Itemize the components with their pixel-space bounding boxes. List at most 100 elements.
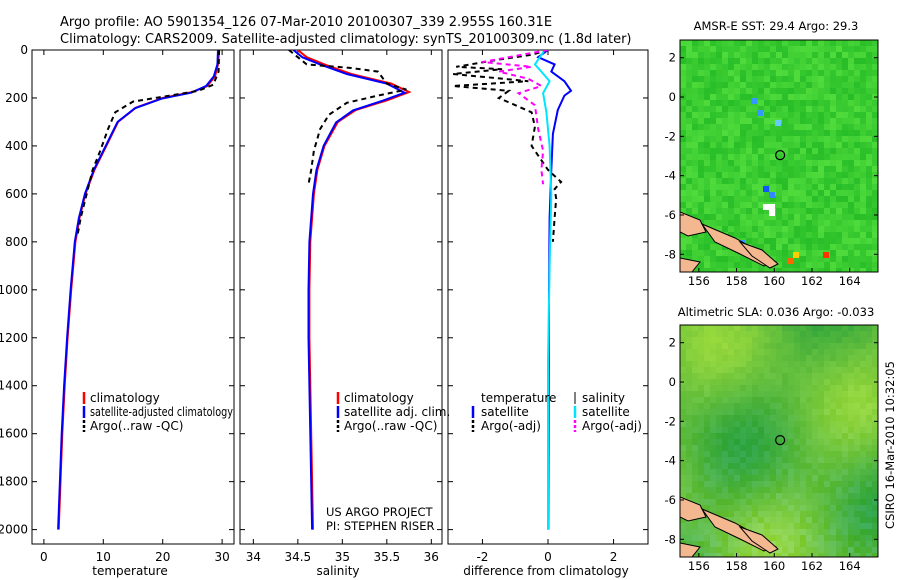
map-cell <box>806 64 812 70</box>
map-cell <box>830 226 836 232</box>
map-cell <box>728 511 734 517</box>
map-cell <box>830 100 836 106</box>
map-cell <box>824 40 830 46</box>
map-cell <box>770 232 776 238</box>
map-cell <box>830 136 836 142</box>
map-cell <box>716 463 722 469</box>
map-cell <box>764 481 770 487</box>
map-cell <box>728 94 734 100</box>
map-cell <box>836 457 842 463</box>
map-cell <box>818 331 824 337</box>
map-cell <box>842 427 848 433</box>
map-cell <box>704 379 710 385</box>
map-cell <box>704 487 710 493</box>
map-cell <box>752 469 758 475</box>
map-cell <box>830 493 836 499</box>
map-cell <box>746 178 752 184</box>
map-cell <box>716 529 722 535</box>
map-cell <box>734 517 740 523</box>
map-cell <box>806 130 812 136</box>
x-tick-label: 35 <box>335 550 350 564</box>
map-cell <box>854 64 860 70</box>
map-cell <box>752 76 758 82</box>
map-cell <box>812 433 818 439</box>
map-cell <box>836 349 842 355</box>
map-cell <box>800 238 806 244</box>
map-cell <box>824 451 830 457</box>
map-cell <box>752 136 758 142</box>
map-cell <box>788 166 794 172</box>
map-cell <box>710 463 716 469</box>
map-cell <box>698 373 704 379</box>
difference-xlabel: difference from climatology <box>463 564 629 578</box>
map-cell <box>788 220 794 226</box>
map-cell <box>854 184 860 190</box>
map-cell <box>770 142 776 148</box>
map-cell <box>854 196 860 202</box>
map-cell <box>680 409 686 415</box>
map-cell <box>788 517 794 523</box>
map-cell <box>842 487 848 493</box>
map-cell <box>818 337 824 343</box>
map-cell <box>788 148 794 154</box>
map-cell <box>842 397 848 403</box>
map-cell <box>818 523 824 529</box>
map-cell <box>710 256 716 262</box>
map-cell <box>824 349 830 355</box>
map-cell <box>860 349 866 355</box>
map-cell <box>872 331 878 337</box>
map-cell <box>782 445 788 451</box>
map-cell <box>746 88 752 94</box>
map-cell <box>710 481 716 487</box>
map-cell <box>830 112 836 118</box>
map-cell <box>716 154 722 160</box>
map-cell <box>710 70 716 76</box>
map-cell <box>788 343 794 349</box>
map-cell <box>854 256 860 262</box>
map-cell <box>722 349 728 355</box>
map-cell <box>860 409 866 415</box>
map-cell <box>758 244 764 250</box>
map-cell <box>836 439 842 445</box>
map-cell <box>794 154 800 160</box>
legend-label-climatology: climatology <box>90 391 160 405</box>
map-cell <box>848 94 854 100</box>
map-cell <box>752 202 758 208</box>
map-cell <box>770 178 776 184</box>
map-cell <box>788 433 794 439</box>
map-cell <box>848 202 854 208</box>
map-cell <box>770 469 776 475</box>
map-cell <box>782 457 788 463</box>
map-cell <box>692 541 698 547</box>
map-cell <box>680 361 686 367</box>
map-cell <box>800 547 806 553</box>
map-cell <box>740 40 746 46</box>
map-cell <box>776 517 782 523</box>
map-cell <box>794 361 800 367</box>
series-line <box>57 50 219 530</box>
map-cell <box>770 427 776 433</box>
map-cell <box>830 415 836 421</box>
map-cell <box>776 361 782 367</box>
map-cell <box>818 433 824 439</box>
map-cell <box>776 232 782 238</box>
x-tick-label: 0 <box>544 550 552 564</box>
map-cell <box>764 403 770 409</box>
map-cell <box>692 361 698 367</box>
map-cell <box>806 451 812 457</box>
map-cell <box>734 511 740 517</box>
map-cell <box>830 82 836 88</box>
map-cell <box>704 403 710 409</box>
map-cell <box>836 343 842 349</box>
map-cell <box>854 124 860 130</box>
map-cell <box>776 349 782 355</box>
map-cell <box>794 325 800 331</box>
map-cell <box>692 391 698 397</box>
map-cell <box>764 427 770 433</box>
map-cell <box>854 421 860 427</box>
map-cell <box>872 397 878 403</box>
map-cell <box>794 499 800 505</box>
map-cell <box>746 118 752 124</box>
map-cell <box>704 100 710 106</box>
map-cell <box>740 58 746 64</box>
